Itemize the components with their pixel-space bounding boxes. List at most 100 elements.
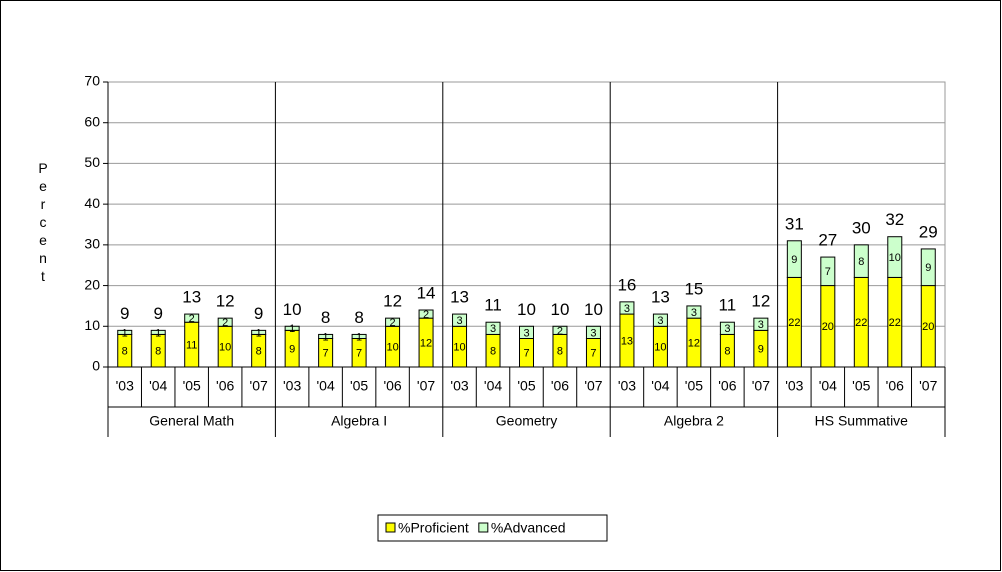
total-label: 10 — [584, 300, 603, 319]
segment-label: 8 — [122, 346, 128, 358]
segment-label: 3 — [624, 303, 630, 315]
x-tick-label: '06 — [383, 378, 401, 394]
bar-segment — [485, 321, 501, 335]
group-label: HS Summative — [815, 413, 909, 429]
total-label: 10 — [551, 300, 570, 319]
y-tick-label: 70 — [84, 73, 100, 89]
total-label: 10 — [283, 300, 302, 319]
segment-label: 9 — [289, 344, 295, 356]
bar-segment — [753, 317, 769, 331]
x-tick-label: '06 — [551, 378, 569, 394]
segment-label: 3 — [490, 323, 496, 335]
legend-box — [377, 514, 608, 542]
bar-segment — [853, 244, 869, 278]
x-tick-label: '04 — [484, 378, 502, 394]
segment-label: 7 — [825, 266, 831, 278]
group-label: Geometry — [496, 413, 557, 429]
x-tick-label: '05 — [350, 378, 368, 394]
legend-swatch — [385, 522, 396, 533]
bar-segment — [351, 333, 367, 339]
segment-label: 2 — [423, 309, 429, 321]
segment-label: 1 — [256, 327, 262, 339]
x-tick-label: '07 — [250, 378, 268, 394]
bar-segment — [251, 329, 267, 335]
total-label: 11 — [484, 296, 502, 315]
bar-segment — [217, 317, 233, 327]
segment-label: 7 — [356, 348, 362, 360]
bar-segment — [284, 325, 300, 331]
segment-label: 3 — [456, 315, 462, 327]
bar-segment — [820, 256, 836, 287]
total-label: 31 — [785, 214, 804, 233]
x-tick-label: '04 — [316, 378, 334, 394]
x-tick-label: '04 — [819, 378, 837, 394]
segment-label: 8 — [256, 346, 262, 358]
total-label: 29 — [919, 222, 938, 241]
legend-label: %Advanced — [491, 520, 566, 536]
segment-label: 10 — [386, 342, 398, 354]
segment-label: 7 — [323, 348, 329, 360]
segment-label: 2 — [557, 325, 563, 337]
segment-label: 2 — [189, 313, 195, 325]
y-tick-label: 10 — [84, 317, 100, 333]
y-tick-label: 50 — [84, 154, 100, 170]
x-tick-label: '03 — [116, 378, 134, 394]
bar-segment — [552, 325, 568, 335]
segment-label: 8 — [557, 346, 563, 358]
x-tick-label: '03 — [283, 378, 301, 394]
group-label: Algebra I — [331, 413, 387, 429]
total-label: 15 — [684, 279, 703, 298]
x-tick-label: '05 — [685, 378, 703, 394]
x-tick-label: '07 — [584, 378, 602, 394]
x-tick-label: '07 — [752, 378, 770, 394]
bar-segment — [519, 325, 534, 339]
bar-segment — [318, 333, 334, 339]
segment-label: 9 — [925, 262, 931, 274]
bar-segment — [585, 325, 601, 339]
bar-segment — [719, 321, 735, 335]
segment-label: 7 — [523, 348, 529, 360]
total-label: 12 — [383, 292, 402, 311]
segment-label: 3 — [758, 319, 764, 331]
segment-label: 1 — [155, 327, 161, 339]
segment-label: 22 — [788, 317, 800, 329]
bar-segment — [418, 309, 434, 319]
total-label: 30 — [852, 218, 871, 237]
total-label: 8 — [354, 308, 363, 327]
total-label: 13 — [450, 288, 469, 307]
bar-segment — [117, 329, 133, 335]
x-tick-label: '05 — [183, 378, 201, 394]
y-axis-label: Percent — [35, 160, 51, 286]
total-label: 16 — [617, 275, 636, 294]
y-tick-label: 30 — [84, 236, 100, 252]
segment-label: 1 — [289, 323, 295, 335]
x-tick-label: '05 — [852, 378, 870, 394]
segment-label: 3 — [590, 327, 596, 339]
bar-segment — [619, 301, 635, 315]
total-label: 10 — [517, 300, 536, 319]
x-tick-label: '07 — [417, 378, 435, 394]
x-tick-label: '06 — [216, 378, 234, 394]
total-label: 27 — [818, 231, 837, 250]
bar-segment — [452, 313, 468, 327]
segment-label: 22 — [889, 317, 901, 329]
bar-segment — [652, 313, 668, 327]
y-tick-label: 0 — [92, 358, 100, 374]
segment-label: 2 — [390, 317, 396, 329]
y-tick-label: 60 — [84, 113, 100, 129]
segment-label: 8 — [490, 346, 496, 358]
total-label: 13 — [651, 288, 670, 307]
segment-label: 8 — [858, 256, 864, 268]
segment-label: 1 — [122, 327, 128, 339]
bar-segment — [150, 329, 166, 335]
group-label: Algebra 2 — [664, 413, 724, 429]
legend-swatch — [478, 522, 489, 533]
total-label: 8 — [321, 308, 330, 327]
segment-label: 3 — [523, 327, 529, 339]
segment-label: 20 — [922, 321, 934, 333]
segment-label: 3 — [691, 307, 697, 319]
bar-segment — [920, 248, 936, 287]
x-tick-label: '04 — [149, 378, 167, 394]
